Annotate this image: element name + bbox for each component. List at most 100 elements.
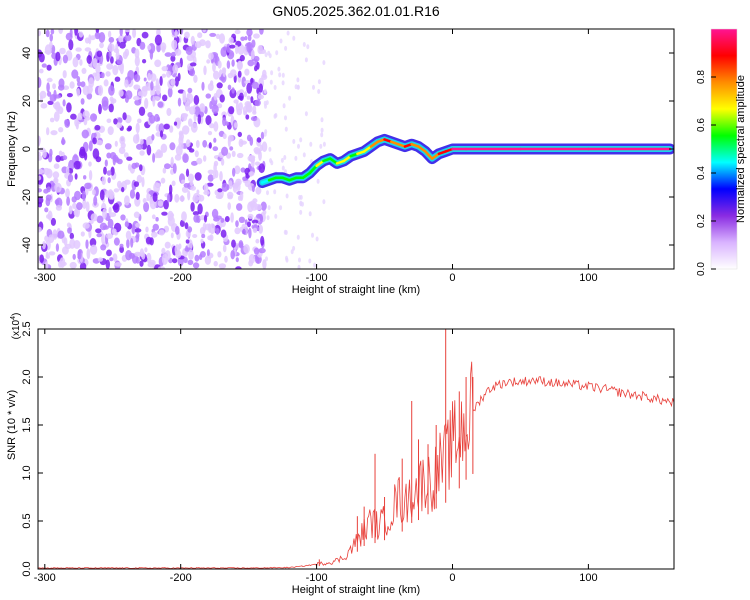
noise-blob xyxy=(68,205,73,215)
colorbar-gradient xyxy=(711,29,737,269)
noise-blob xyxy=(236,203,243,211)
noise-blob xyxy=(169,142,176,151)
noise-blob xyxy=(211,208,219,219)
noise-blob xyxy=(46,127,50,136)
noise-blob xyxy=(55,51,61,62)
noise-blob xyxy=(38,196,44,205)
noise-blob xyxy=(237,195,242,201)
noise-blob xyxy=(260,235,265,246)
noise-blob xyxy=(315,236,319,242)
noise-blob xyxy=(192,234,198,238)
noise-blob xyxy=(53,177,59,184)
noise-blob xyxy=(150,73,157,82)
noise-blob xyxy=(253,247,260,255)
noise-blob xyxy=(61,246,69,255)
noise-blob xyxy=(234,165,241,175)
noise-blob xyxy=(66,165,70,175)
noise-blob xyxy=(61,137,65,146)
noise-blob xyxy=(170,156,174,168)
noise-blob xyxy=(49,117,55,123)
noise-blob xyxy=(101,100,109,111)
noise-blob xyxy=(100,244,107,251)
noise-blob xyxy=(161,66,169,72)
noise-blob xyxy=(113,188,120,193)
noise-blob xyxy=(76,76,81,83)
noise-blob xyxy=(146,136,151,147)
colorbar-tick-label: 0.4 xyxy=(696,166,707,180)
trace-segment xyxy=(315,159,325,168)
noise-blob xyxy=(163,123,170,130)
noise-blob xyxy=(152,85,160,91)
noise-blob xyxy=(222,244,227,253)
noise-blob xyxy=(179,132,184,141)
noise-blob xyxy=(48,251,56,256)
noise-blob xyxy=(62,54,68,64)
noise-blob xyxy=(226,43,231,53)
noise-blob xyxy=(90,213,98,222)
snr-scale-close: ) xyxy=(11,313,22,316)
noise-blob xyxy=(205,93,212,99)
noise-blob xyxy=(187,226,193,233)
snr-series xyxy=(38,329,674,569)
noise-blob xyxy=(268,53,272,59)
snr-x-ticks: -300 -200 -100 0 100 xyxy=(34,329,598,584)
noise-blob xyxy=(54,199,60,205)
x-tick-label: -100 xyxy=(306,272,328,284)
noise-blob xyxy=(44,50,52,55)
noise-blob xyxy=(85,201,90,212)
noise-blob xyxy=(320,132,324,138)
noise-blob xyxy=(147,72,152,81)
noise-blob xyxy=(182,153,189,163)
noise-blob xyxy=(222,117,227,127)
noise-blob xyxy=(216,82,223,89)
noise-blob xyxy=(72,57,79,68)
noise-blob xyxy=(40,103,48,109)
noise-blob xyxy=(192,211,200,216)
noise-blob xyxy=(122,112,127,121)
noise-blob xyxy=(66,93,73,98)
noise-blob xyxy=(166,107,172,117)
noise-blob xyxy=(106,233,113,240)
noise-blob xyxy=(159,130,164,138)
noise-blob xyxy=(284,115,287,121)
noise-blob xyxy=(244,36,248,41)
noise-blob xyxy=(304,57,308,63)
noise-blob xyxy=(254,99,261,107)
noise-blob xyxy=(232,167,236,177)
noise-blob xyxy=(244,68,250,76)
noise-blob xyxy=(183,183,190,188)
spectrogram-x-ticks: -300 -200 -100 0 100 xyxy=(34,29,598,284)
noise-blob xyxy=(221,146,229,156)
noise-blob xyxy=(104,159,108,167)
noise-blob xyxy=(216,215,222,220)
noise-blob xyxy=(46,64,52,71)
noise-blob xyxy=(66,102,72,113)
noise-blob xyxy=(258,163,266,174)
noise-blob xyxy=(185,239,190,244)
noise-blob xyxy=(102,225,109,230)
noise-blob xyxy=(59,47,66,55)
noise-blob xyxy=(320,127,324,133)
noise-blob xyxy=(72,202,77,209)
noise-blob xyxy=(255,238,260,244)
noise-blob xyxy=(94,71,101,82)
noise-blob xyxy=(226,184,230,191)
noise-blob xyxy=(50,29,55,35)
noise-blob xyxy=(252,227,258,233)
y-tick-label: -20 xyxy=(21,189,33,205)
noise-blob xyxy=(302,152,306,158)
noise-blob xyxy=(58,127,64,133)
noise-blob xyxy=(53,111,60,122)
noise-blob xyxy=(262,209,267,215)
trace-segment xyxy=(328,157,339,165)
noise-blob xyxy=(134,74,141,83)
noise-blob xyxy=(151,134,155,141)
x-tick-label: -300 xyxy=(34,272,56,284)
noise-blob xyxy=(224,216,230,223)
noise-blob xyxy=(107,126,114,136)
noise-blob xyxy=(45,254,51,259)
trace-segment xyxy=(417,145,427,153)
noise-blob xyxy=(247,34,252,42)
